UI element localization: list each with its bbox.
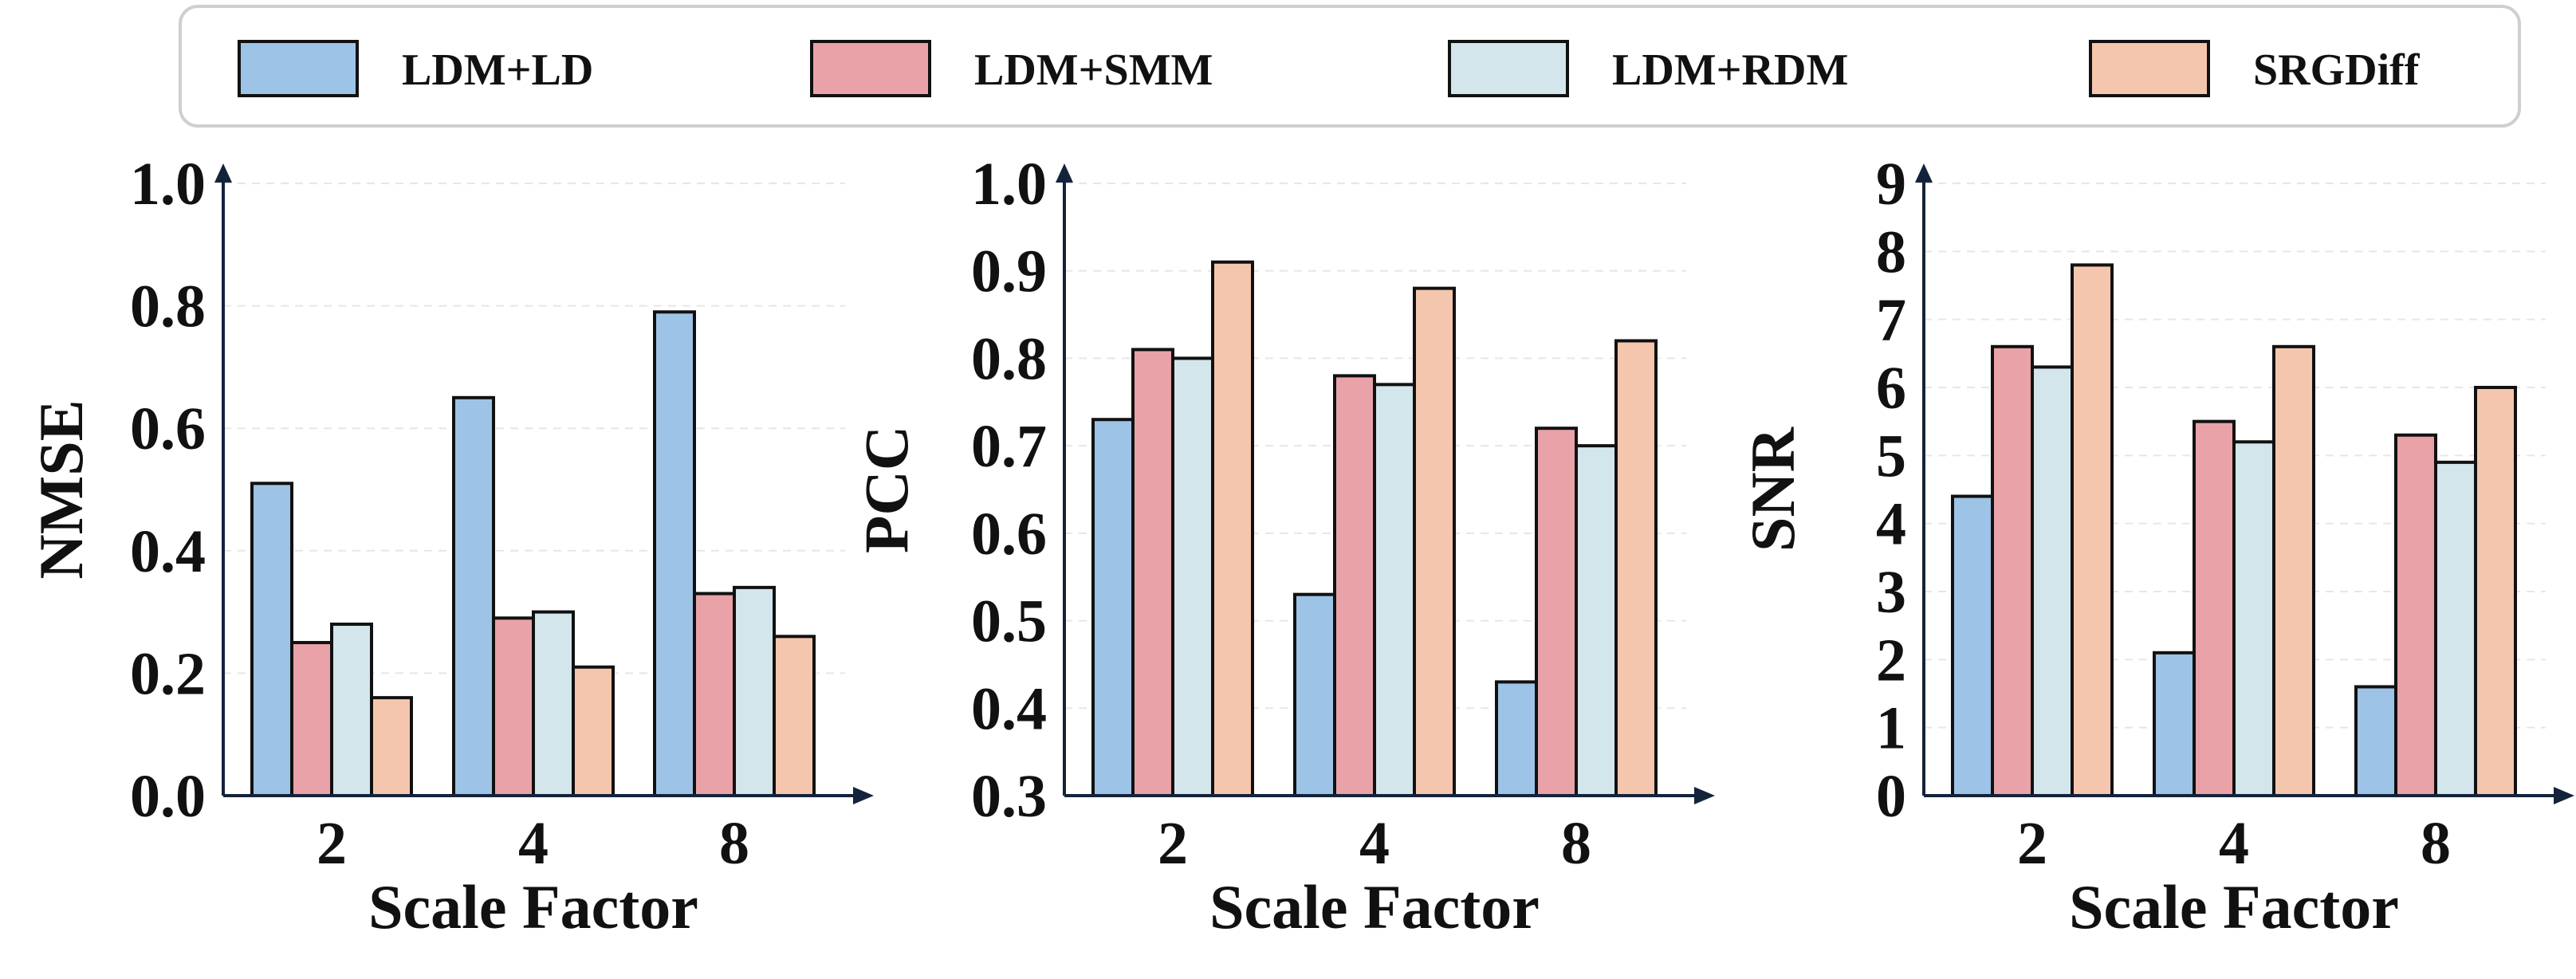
- y-tick-label: 0.6: [130, 395, 206, 462]
- bar-ldm-rdm-4: [2232, 440, 2275, 797]
- y-tick-label: 0.4: [971, 675, 1047, 742]
- bar-ldm-rdm-2: [330, 622, 373, 798]
- y-tick-label: 0.8: [130, 273, 206, 340]
- bar-ldm-smm-2: [1991, 344, 2034, 797]
- legend-label-srgdiff: SRGDiff: [2253, 45, 2420, 95]
- y-axis-arrow: [1056, 163, 1073, 183]
- bar-ldm-smm-8: [693, 592, 736, 797]
- y-tick-label: 1.0: [130, 151, 206, 218]
- y-axis-title: PCC: [851, 426, 921, 553]
- bar-ldm-ld-8: [1495, 680, 1538, 797]
- legend: LDM+LD LDM+SMM LDM+RDM SRGDiff: [179, 5, 2521, 128]
- y-tick-label: 0.6: [971, 501, 1047, 568]
- y-tick-label: 0.3: [971, 763, 1047, 830]
- bar-ldm-ld-8: [653, 310, 696, 797]
- x-tick-label: 4: [518, 810, 549, 877]
- y-tick-label: 1.0: [971, 151, 1047, 218]
- bar-ldm-smm-2: [290, 641, 333, 797]
- bar-ldm-smm-8: [2394, 433, 2437, 797]
- legend-swatch-ldm-smm: [810, 40, 931, 97]
- y-tick-label: 1: [1876, 695, 1906, 762]
- y-tick-label: 0.9: [971, 238, 1047, 305]
- x-axis-arrow: [2554, 787, 2574, 804]
- chart-1: 0.0 0.2 0.4 0.6 0.8 1.0 2 4 8 Scale Factor NMSE: [26, 151, 874, 942]
- bar-ldm-rdm-8: [2434, 460, 2477, 797]
- bar-srgdiff-2: [1211, 260, 1254, 797]
- bar-srgdiff-2: [2071, 263, 2114, 797]
- legend-label-ldm-smm: LDM+SMM: [974, 45, 1213, 95]
- y-tick-label: 6: [1876, 355, 1906, 422]
- bar-ldm-rdm-8: [1575, 444, 1618, 798]
- bar-srgdiff-8: [2474, 386, 2517, 797]
- x-tick-label: 8: [719, 810, 749, 877]
- y-tick-label: 0.5: [971, 588, 1047, 655]
- y-tick-label: 9: [1876, 151, 1906, 218]
- legend-swatch-srgdiff: [2089, 40, 2210, 97]
- bar-ldm-smm-4: [492, 616, 535, 798]
- x-tick-label: 8: [1561, 810, 1591, 877]
- bar-ldm-ld-2: [1091, 418, 1135, 797]
- y-axis-arrow: [1915, 163, 1933, 183]
- y-axis-title: NMSE: [26, 399, 96, 579]
- y-tick-label: 5: [1876, 423, 1906, 490]
- bar-srgdiff-8: [773, 635, 816, 797]
- x-tick-label: 2: [1158, 810, 1188, 877]
- bar-ldm-smm-4: [2193, 419, 2236, 798]
- y-axis-title: SNR: [1738, 426, 1807, 552]
- legend-label-ldm-rdm: LDM+RDM: [1612, 45, 1849, 95]
- y-tick-label: 3: [1876, 559, 1906, 626]
- y-tick-label: 0.0: [130, 763, 206, 830]
- bar-ldm-rdm-4: [532, 610, 575, 797]
- bar-ldm-rdm-8: [733, 585, 776, 797]
- bar-ldm-ld-2: [250, 482, 293, 797]
- y-tick-label: 0.8: [971, 325, 1047, 392]
- x-axis-arrow: [1694, 787, 1715, 804]
- x-axis-title: Scale Factor: [1209, 872, 1540, 942]
- y-tick-label: 0: [1876, 763, 1906, 830]
- bar-ldm-ld-4: [1293, 592, 1336, 798]
- x-tick-label: 4: [1359, 810, 1390, 877]
- x-axis-title: Scale Factor: [2069, 872, 2399, 942]
- bar-ldm-ld-4: [2153, 651, 2196, 797]
- chart-2: 0.3 0.4 0.5 0.6 0.7 0.8 0.9 1.0 2 4 8 Scale Factor P…: [851, 151, 1715, 942]
- bar-srgdiff-2: [370, 696, 413, 797]
- x-tick-label: 2: [2017, 810, 2047, 877]
- x-axis-title: Scale Factor: [368, 872, 698, 942]
- x-tick-label: 2: [317, 810, 347, 877]
- y-tick-label: 7: [1876, 287, 1906, 354]
- bar-ldm-smm-4: [1333, 374, 1376, 798]
- bar-ldm-rdm-2: [2031, 365, 2074, 797]
- bar-srgdiff-4: [572, 665, 615, 797]
- legend-swatch-ldm-rdm: [1448, 40, 1569, 97]
- y-tick-label: 4: [1876, 491, 1906, 558]
- bar-ldm-ld-4: [452, 395, 495, 797]
- bar-ldm-rdm-4: [1373, 383, 1416, 798]
- y-tick-label: 2: [1876, 627, 1906, 694]
- y-tick-label: 8: [1876, 218, 1906, 285]
- y-tick-label: 0.4: [130, 518, 206, 585]
- bar-srgdiff-8: [1614, 339, 1658, 797]
- y-axis-arrow: [214, 163, 232, 183]
- bar-ldm-ld-8: [2354, 685, 2397, 798]
- y-tick-label: 0.2: [130, 640, 206, 707]
- bar-ldm-smm-2: [1131, 348, 1174, 797]
- bar-srgdiff-4: [1413, 286, 1456, 797]
- bar-ldm-ld-2: [1951, 494, 1994, 797]
- x-tick-label: 4: [2219, 810, 2249, 877]
- legend-swatch-ldm-ld: [238, 40, 359, 97]
- x-axis-arrow: [853, 787, 874, 804]
- bar-ldm-rdm-2: [1171, 356, 1214, 797]
- bar-srgdiff-4: [2272, 344, 2315, 797]
- legend-label-ldm-ld: LDM+LD: [402, 45, 594, 95]
- y-tick-label: 0.7: [971, 413, 1047, 480]
- bar-ldm-smm-8: [1535, 427, 1578, 797]
- x-tick-label: 8: [2421, 810, 2451, 877]
